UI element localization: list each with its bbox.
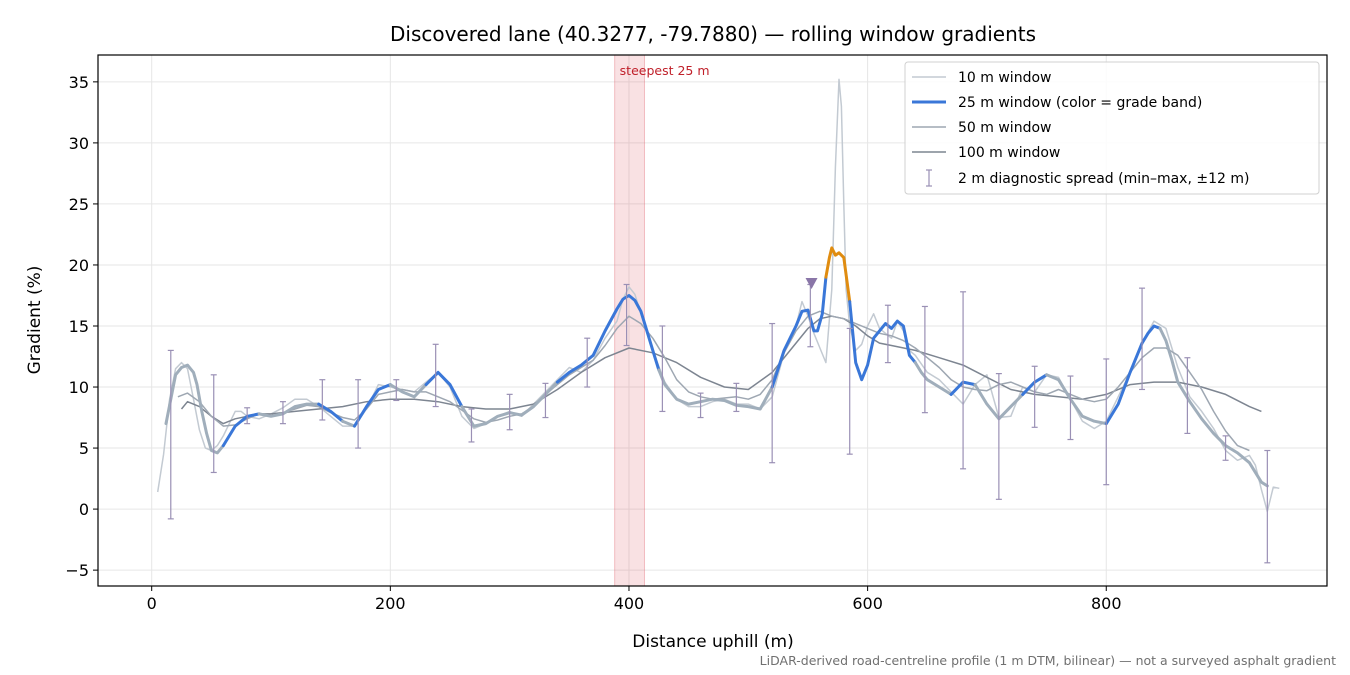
series-25m-segment-low bbox=[221, 412, 261, 448]
error-bar bbox=[355, 379, 362, 449]
legend-label-10m: 10 m window bbox=[958, 70, 1051, 86]
y-tick-label: −5 bbox=[65, 561, 89, 580]
error-bar bbox=[769, 322, 776, 464]
error-bar bbox=[884, 304, 891, 364]
error-bar bbox=[960, 291, 967, 470]
series-25m-segment-grey bbox=[1158, 326, 1269, 488]
grid bbox=[98, 55, 1327, 586]
series-25m-segment-low bbox=[353, 383, 392, 428]
error-bar bbox=[623, 283, 630, 347]
error-bar bbox=[1264, 449, 1271, 564]
error-bar bbox=[584, 337, 591, 388]
y-tick-label: 35 bbox=[69, 73, 89, 92]
x-tick-label: 600 bbox=[852, 594, 883, 613]
series-25m-segment-grey bbox=[1045, 373, 1108, 426]
error-bar bbox=[1067, 375, 1074, 441]
error-bar bbox=[542, 382, 549, 419]
y-tick-label: 15 bbox=[69, 317, 89, 336]
x-tick-label: 200 bbox=[375, 594, 406, 613]
legend-label-100m: 100 m window bbox=[958, 145, 1060, 161]
x-tick-label: 0 bbox=[147, 594, 157, 613]
error-bar bbox=[167, 349, 174, 520]
error-bar bbox=[468, 408, 475, 443]
series-25m-segment-grey bbox=[913, 361, 953, 396]
error-bar bbox=[733, 382, 740, 413]
series-25m-segment-low bbox=[555, 294, 661, 384]
error-bar bbox=[210, 374, 217, 474]
x-tick-label: 400 bbox=[614, 594, 645, 613]
y-tick-label: 0 bbox=[79, 500, 89, 519]
error-bar bbox=[921, 305, 928, 414]
y-tick-label: 10 bbox=[69, 378, 89, 397]
chart-title: Discovered lane (40.3277, -79.7880) — ro… bbox=[390, 22, 1036, 46]
steepest-highlight: steepest 25 m bbox=[614, 54, 710, 587]
series-100m-line bbox=[180, 315, 1262, 425]
footnote: LiDAR-derived road-centreline profile (1… bbox=[760, 653, 1336, 668]
y-tick-label: 20 bbox=[69, 256, 89, 275]
error-bar bbox=[1139, 287, 1146, 391]
series-group bbox=[156, 78, 1280, 513]
legend-label-50m: 50 m window bbox=[958, 120, 1051, 136]
error-bars bbox=[167, 283, 1271, 564]
y-axis-label: Gradient (%) bbox=[25, 266, 45, 375]
series-25m-segment-grey bbox=[257, 402, 321, 418]
peak-marker-group bbox=[805, 278, 818, 290]
legend-label-errorbar: 2 m diagnostic spread (min–max, ±12 m) bbox=[958, 171, 1249, 187]
series-25m-segment-low bbox=[848, 300, 917, 382]
series-25m-segment-low bbox=[770, 275, 828, 389]
steepest-span bbox=[614, 54, 645, 587]
y-tick-label: 25 bbox=[69, 195, 89, 214]
legend: 10 m window 25 m window (color = grade b… bbox=[904, 61, 1320, 195]
error-bar bbox=[995, 373, 1002, 500]
error-bar bbox=[1222, 435, 1229, 461]
error-bar bbox=[846, 327, 853, 455]
legend-label-25m: 25 m window (color = grade band) bbox=[958, 95, 1202, 111]
x-tick-label: 800 bbox=[1091, 594, 1122, 613]
y-tick-label: 30 bbox=[69, 134, 89, 153]
series-25m-segment-grey bbox=[164, 363, 225, 455]
error-bar bbox=[432, 343, 439, 408]
error-bar bbox=[279, 401, 286, 425]
error-bar bbox=[393, 379, 400, 402]
ticks: 0 200 400 600 800 −5 0 5 10 15 20 25 30 35 bbox=[65, 73, 1121, 613]
legend-box bbox=[904, 61, 1320, 195]
y-tick-label: 5 bbox=[79, 439, 89, 458]
error-bar bbox=[244, 407, 251, 425]
series-25m-segment-grey bbox=[341, 419, 356, 428]
error-bar bbox=[697, 392, 704, 419]
error-bar bbox=[319, 379, 326, 421]
steepest-label: steepest 25 m bbox=[620, 63, 710, 78]
error-bar bbox=[1103, 358, 1110, 486]
series-25m-segment-high bbox=[824, 246, 852, 304]
series-25m-segment-low bbox=[424, 370, 464, 409]
legend-swatch-errorbar bbox=[926, 169, 932, 187]
x-axis-label: Distance uphill (m) bbox=[632, 632, 793, 652]
plot-frame bbox=[97, 54, 1328, 587]
error-bar bbox=[1031, 365, 1038, 428]
series-25m-segment-grey bbox=[657, 368, 774, 411]
peak-marker bbox=[805, 278, 818, 290]
error-bar bbox=[659, 325, 666, 413]
error-bar bbox=[506, 393, 513, 431]
error-bar bbox=[1184, 357, 1191, 435]
